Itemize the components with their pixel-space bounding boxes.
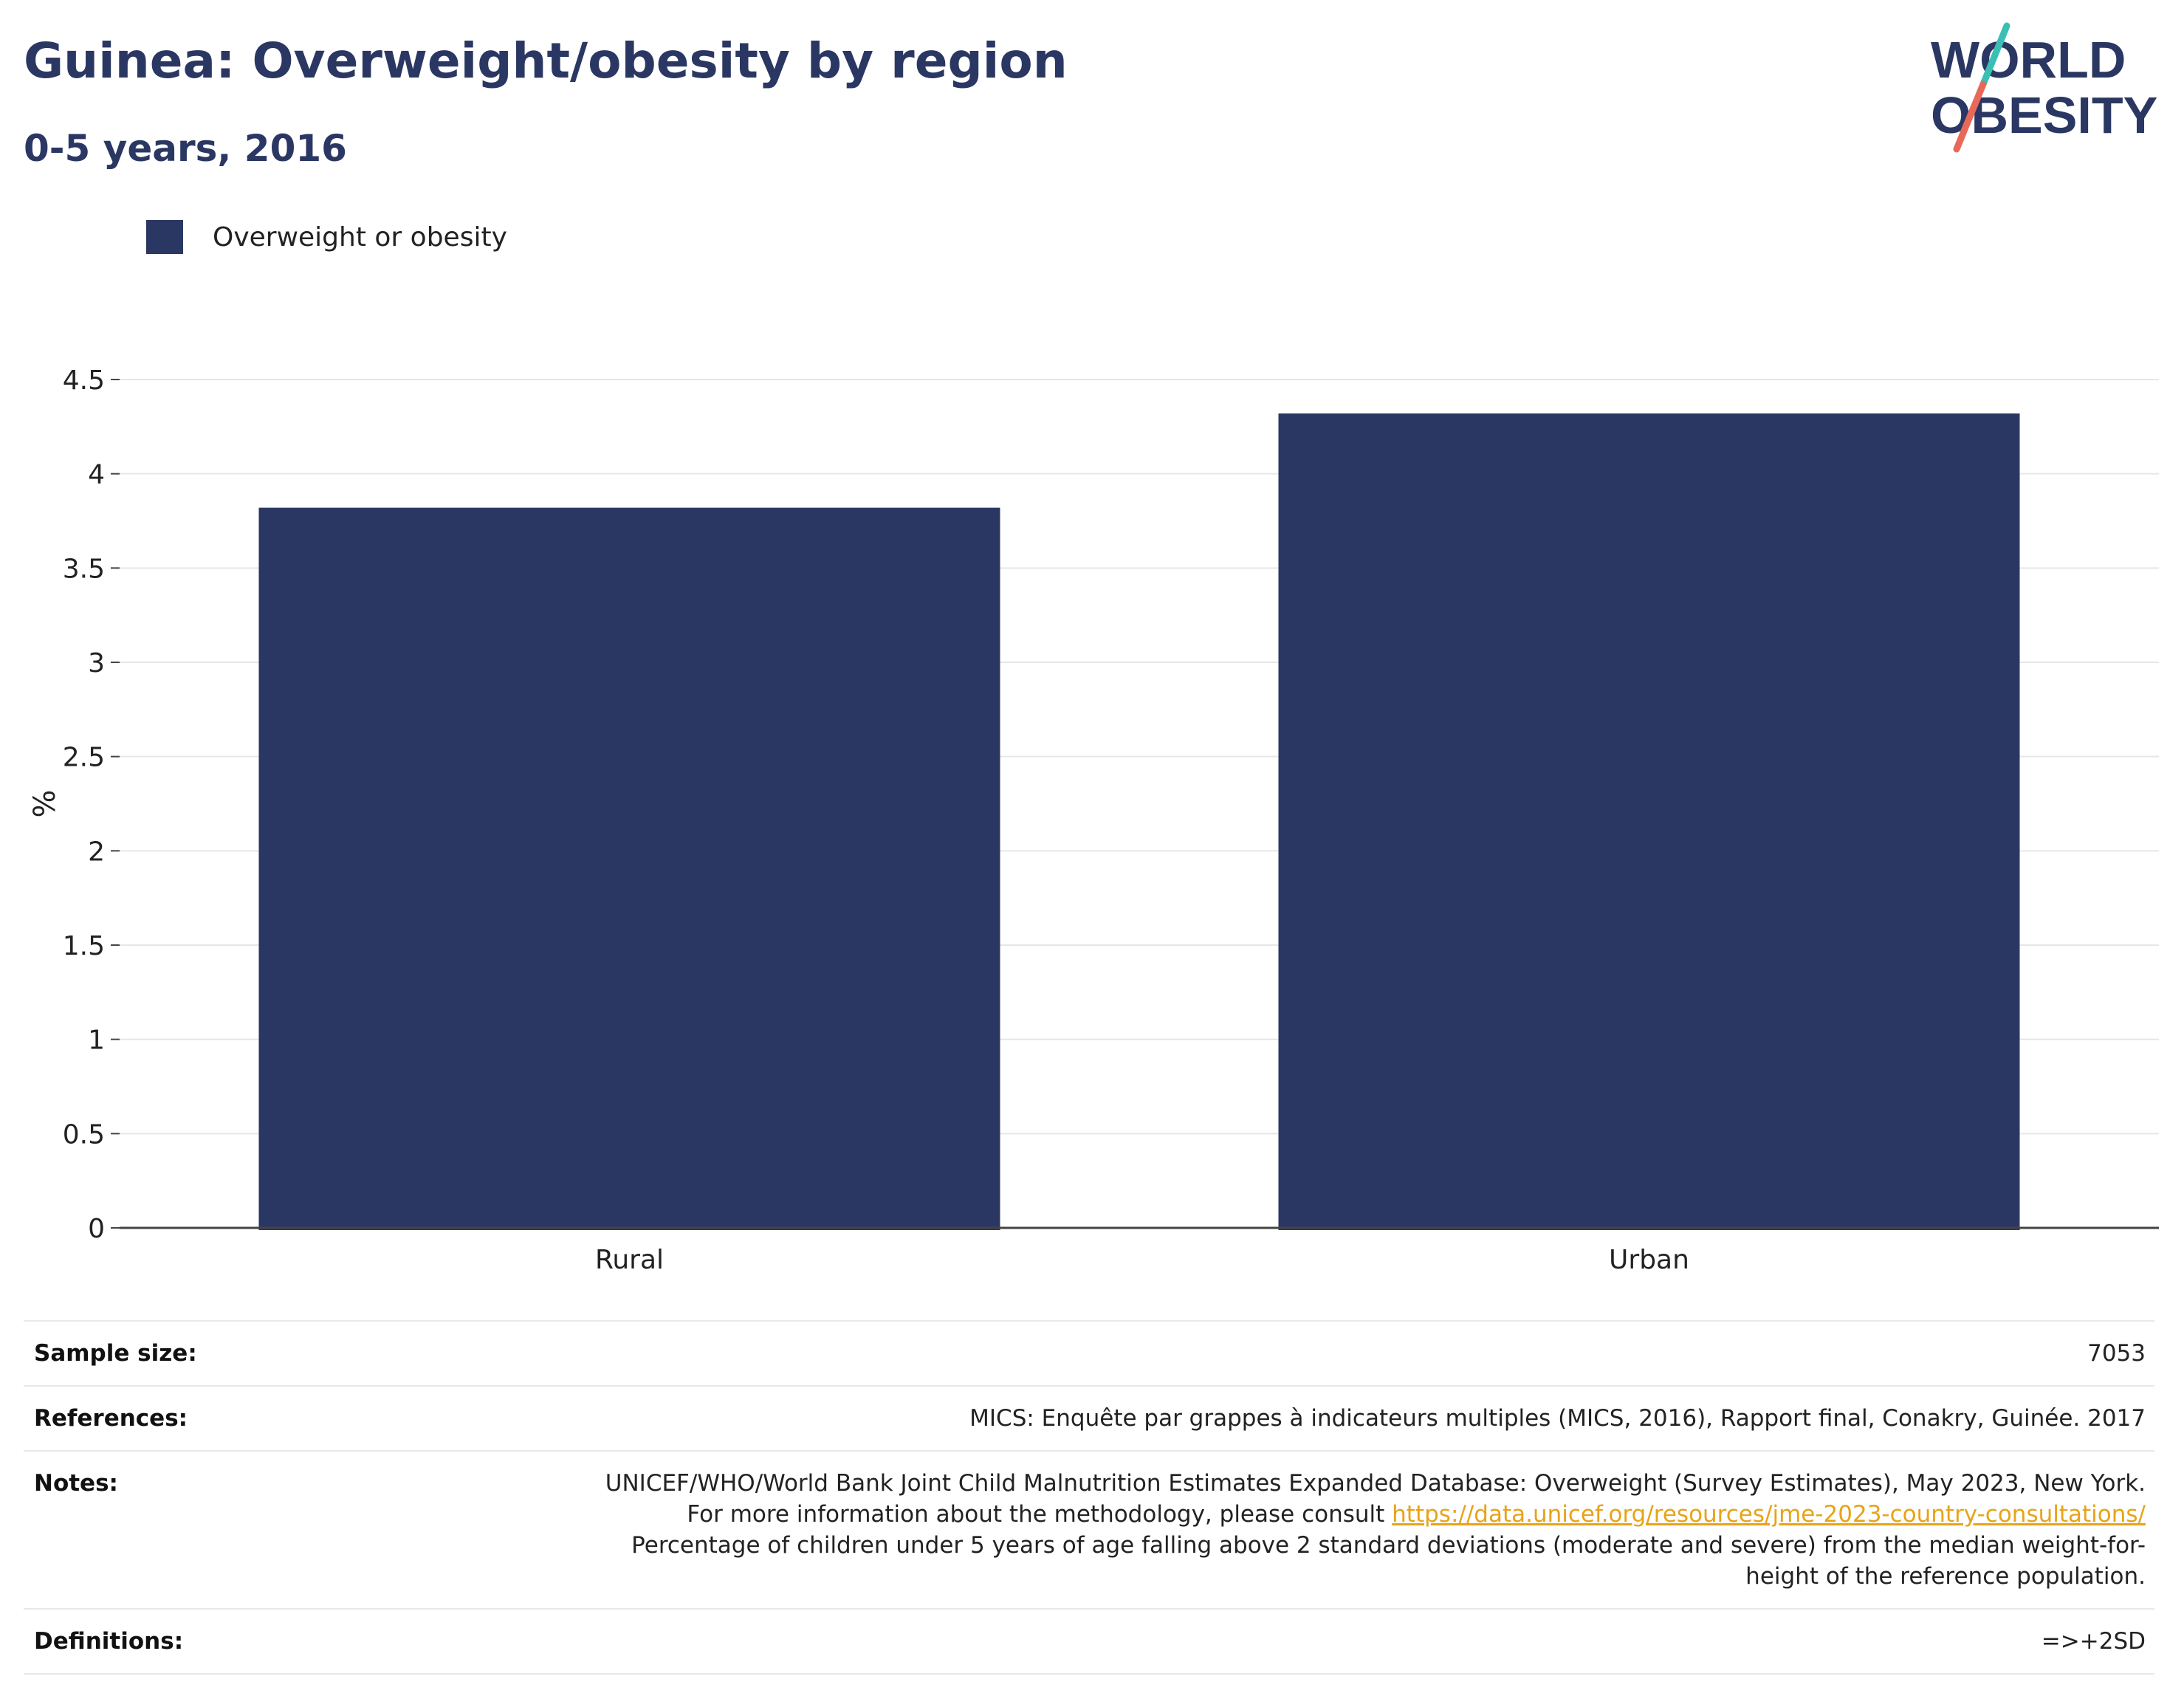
legend-label: Overweight or obesity (213, 222, 507, 253)
y-tick-label: 4 (88, 460, 105, 490)
sample-size-label: Sample size: (34, 1340, 197, 1367)
chart-title: Guinea: Overweight/obesity by region (24, 32, 1068, 89)
metadata-table: Sample size: 7053 References: MICS: Enqu… (24, 1320, 2154, 1675)
notes-text-before: UNICEF/WHO/World Bank Joint Child Malnut… (605, 1470, 2146, 1528)
logo-slash-top (1979, 22, 2010, 88)
y-tick-label: 3 (88, 648, 105, 679)
references-label: References: (34, 1405, 188, 1432)
y-axis-title: % (28, 789, 62, 817)
legend: Overweight or obesity (146, 220, 507, 254)
references-row: References: MICS: Enquête par grappes à … (24, 1385, 2154, 1450)
definitions-label: Definitions: (34, 1628, 184, 1655)
y-tick-label: 4.5 (63, 365, 105, 396)
logo-slash-bottom (1953, 80, 1987, 153)
references-value: MICS: Enquête par grappes à indicateurs … (969, 1405, 2146, 1432)
sample-size-value: 7053 (2087, 1340, 2146, 1367)
notes-text-after: Percentage of children under 5 years of … (631, 1532, 2146, 1590)
x-tick-label: Rural (595, 1245, 664, 1275)
bar-chart: 0 0.5 1 1.5 2 2.5 3 3.5 4 4.5% Rural Urban (28, 365, 2159, 1275)
world-obesity-logo: WORLD OBESITY (1931, 22, 2157, 153)
y-tick-label: 3.5 (63, 554, 105, 584)
notes-value: UNICEF/WHO/World Bank Joint Child Malnut… (595, 1468, 2146, 1592)
y-tick-label: 2.5 (63, 743, 105, 773)
y-tick-label: 0.5 (63, 1119, 105, 1150)
definitions-value: =>+2SD (2041, 1628, 2146, 1655)
y-tick-label: 1.5 (63, 931, 105, 961)
notes-label: Notes: (34, 1470, 118, 1497)
y-tick-label: 2 (88, 837, 105, 867)
definitions-row: Definitions: =>+2SD (24, 1608, 2154, 1675)
methodology-link[interactable]: https://data.unicef.org/resources/jme-20… (1392, 1501, 2146, 1528)
notes-row: Notes: UNICEF/WHO/World Bank Joint Child… (24, 1450, 2154, 1608)
logo-line1: WORLD (1931, 31, 2126, 89)
bar-rural (258, 507, 1000, 1230)
legend-swatch (146, 220, 183, 254)
x-tick-label: Urban (1609, 1245, 1689, 1275)
bar-urban (1278, 413, 2020, 1231)
chart-subtitle: 0-5 years, 2016 (24, 127, 347, 170)
y-tick-label: 1 (88, 1026, 105, 1056)
y-tick-label: 0 (88, 1214, 105, 1244)
sample-size-row: Sample size: 7053 (24, 1320, 2154, 1385)
